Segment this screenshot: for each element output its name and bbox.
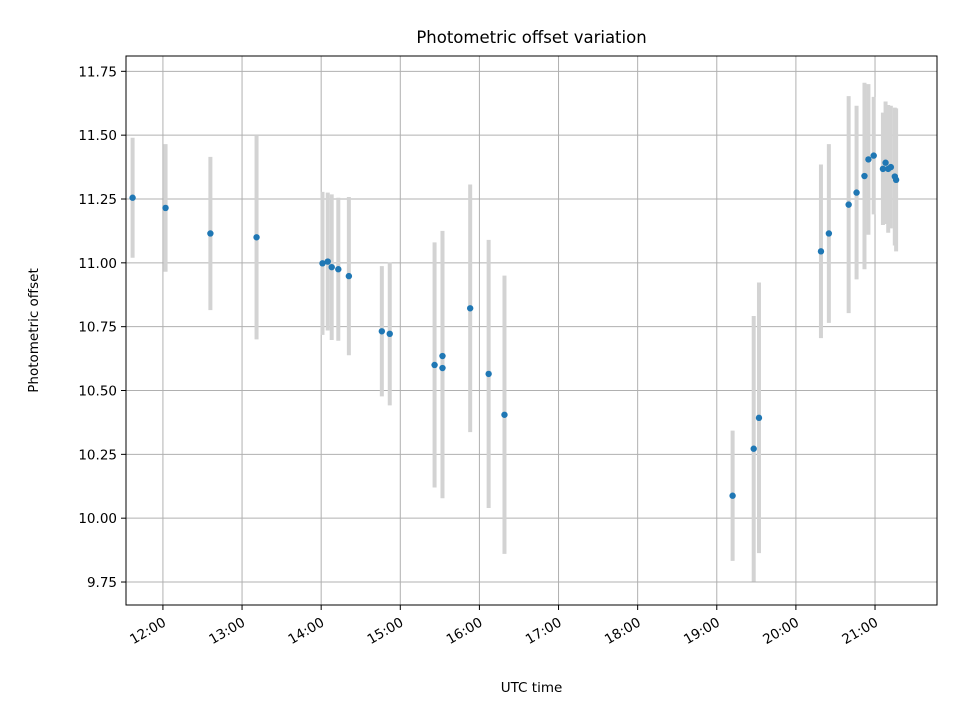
- data-point: [439, 364, 446, 372]
- data-point: [162, 204, 169, 212]
- y-tick-label: 10.50: [78, 384, 117, 400]
- y-tick-label: 11.00: [78, 256, 117, 272]
- y-axis-label: Photometric offset: [26, 268, 42, 392]
- y-tick-label: 9.75: [87, 575, 117, 591]
- data-point: [825, 230, 833, 237]
- y-tick-label: 11.50: [78, 128, 117, 144]
- data-point: [892, 176, 900, 184]
- data-point: [865, 156, 872, 163]
- y-tick-label: 11.75: [78, 64, 117, 80]
- data-point: [431, 361, 438, 369]
- data-point: [750, 445, 757, 452]
- data-point: [729, 492, 736, 499]
- x-axis-label: UTC time: [501, 680, 563, 696]
- data-point: [378, 328, 386, 335]
- grid: [126, 56, 937, 605]
- data-points: [129, 152, 900, 499]
- y-axis-ticks: 9.75 10.00 10.25 10.50 10.75 11.00 11.25 11.50 1…: [78, 64, 126, 591]
- data-point: [485, 370, 492, 378]
- data-point: [328, 263, 335, 271]
- data-point: [129, 194, 136, 201]
- y-tick-label: 10.00: [78, 511, 117, 527]
- data-point: [335, 266, 342, 273]
- data-point: [439, 352, 446, 360]
- data-point: [817, 248, 825, 255]
- y-tick-label: 10.75: [78, 320, 117, 336]
- y-tick-label: 10.25: [78, 447, 117, 463]
- data-point: [501, 411, 508, 418]
- chart-title: Photometric offset variation: [416, 28, 646, 47]
- data-point: [861, 172, 868, 180]
- data-point: [882, 159, 889, 166]
- data-point: [319, 260, 326, 267]
- data-point: [845, 201, 852, 208]
- data-point: [870, 152, 877, 159]
- data-point: [324, 258, 331, 265]
- plot-frame: [125, 55, 938, 606]
- data-point: [207, 230, 214, 237]
- data-point: [466, 305, 474, 312]
- data-point: [345, 272, 353, 280]
- data-point: [879, 165, 887, 173]
- data-point: [887, 163, 895, 171]
- data-point: [386, 330, 393, 338]
- data-point: [853, 189, 860, 196]
- y-tick-label: 11.25: [78, 192, 117, 208]
- data-point: [253, 234, 260, 241]
- data-point: [755, 414, 763, 422]
